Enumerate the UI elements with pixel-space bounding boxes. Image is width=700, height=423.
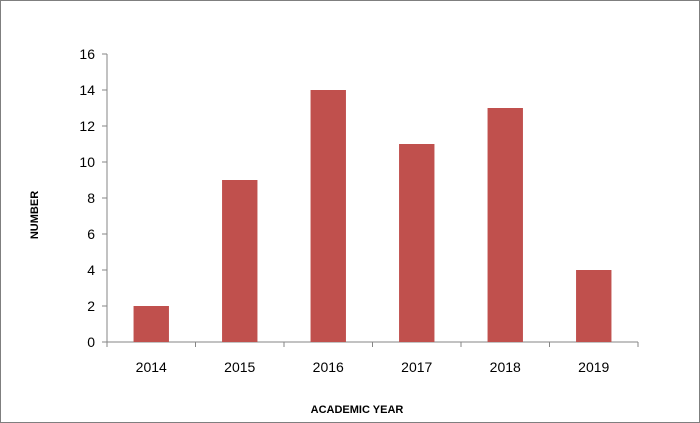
y-tick-label: 14 xyxy=(79,82,95,98)
bar-2019 xyxy=(576,270,612,342)
x-axis: 2014 2015 2016 2017 2018 2019 xyxy=(106,341,639,375)
bars xyxy=(133,90,612,342)
bar-2016 xyxy=(310,90,346,342)
bar-2014 xyxy=(133,306,169,342)
x-tick-label: 2017 xyxy=(401,359,432,375)
x-tick-label: 2015 xyxy=(224,359,255,375)
y-tick-label: 12 xyxy=(79,118,95,134)
y-tick-label: 10 xyxy=(79,154,95,170)
x-tick-label: 2018 xyxy=(490,359,521,375)
y-tick-label: 4 xyxy=(87,262,95,278)
y-axis-title: NUMBER xyxy=(29,191,41,239)
x-tick-label: 2016 xyxy=(313,359,344,375)
bar-2017 xyxy=(399,144,435,342)
x-tick-label: 2019 xyxy=(578,359,609,375)
y-tick-label: 0 xyxy=(87,334,95,350)
y-axis: 0 2 4 6 8 10 12 14 16 xyxy=(79,46,108,350)
x-tick-label: 2014 xyxy=(136,359,167,375)
y-tick-label: 6 xyxy=(87,226,95,242)
bar-2015 xyxy=(222,180,258,342)
y-tick-label: 2 xyxy=(87,298,95,314)
x-axis-title: ACADEMIC YEAR xyxy=(311,404,404,416)
bar-2018 xyxy=(487,108,523,342)
y-tick-label: 8 xyxy=(87,190,95,206)
y-tick-label: 16 xyxy=(79,46,95,62)
